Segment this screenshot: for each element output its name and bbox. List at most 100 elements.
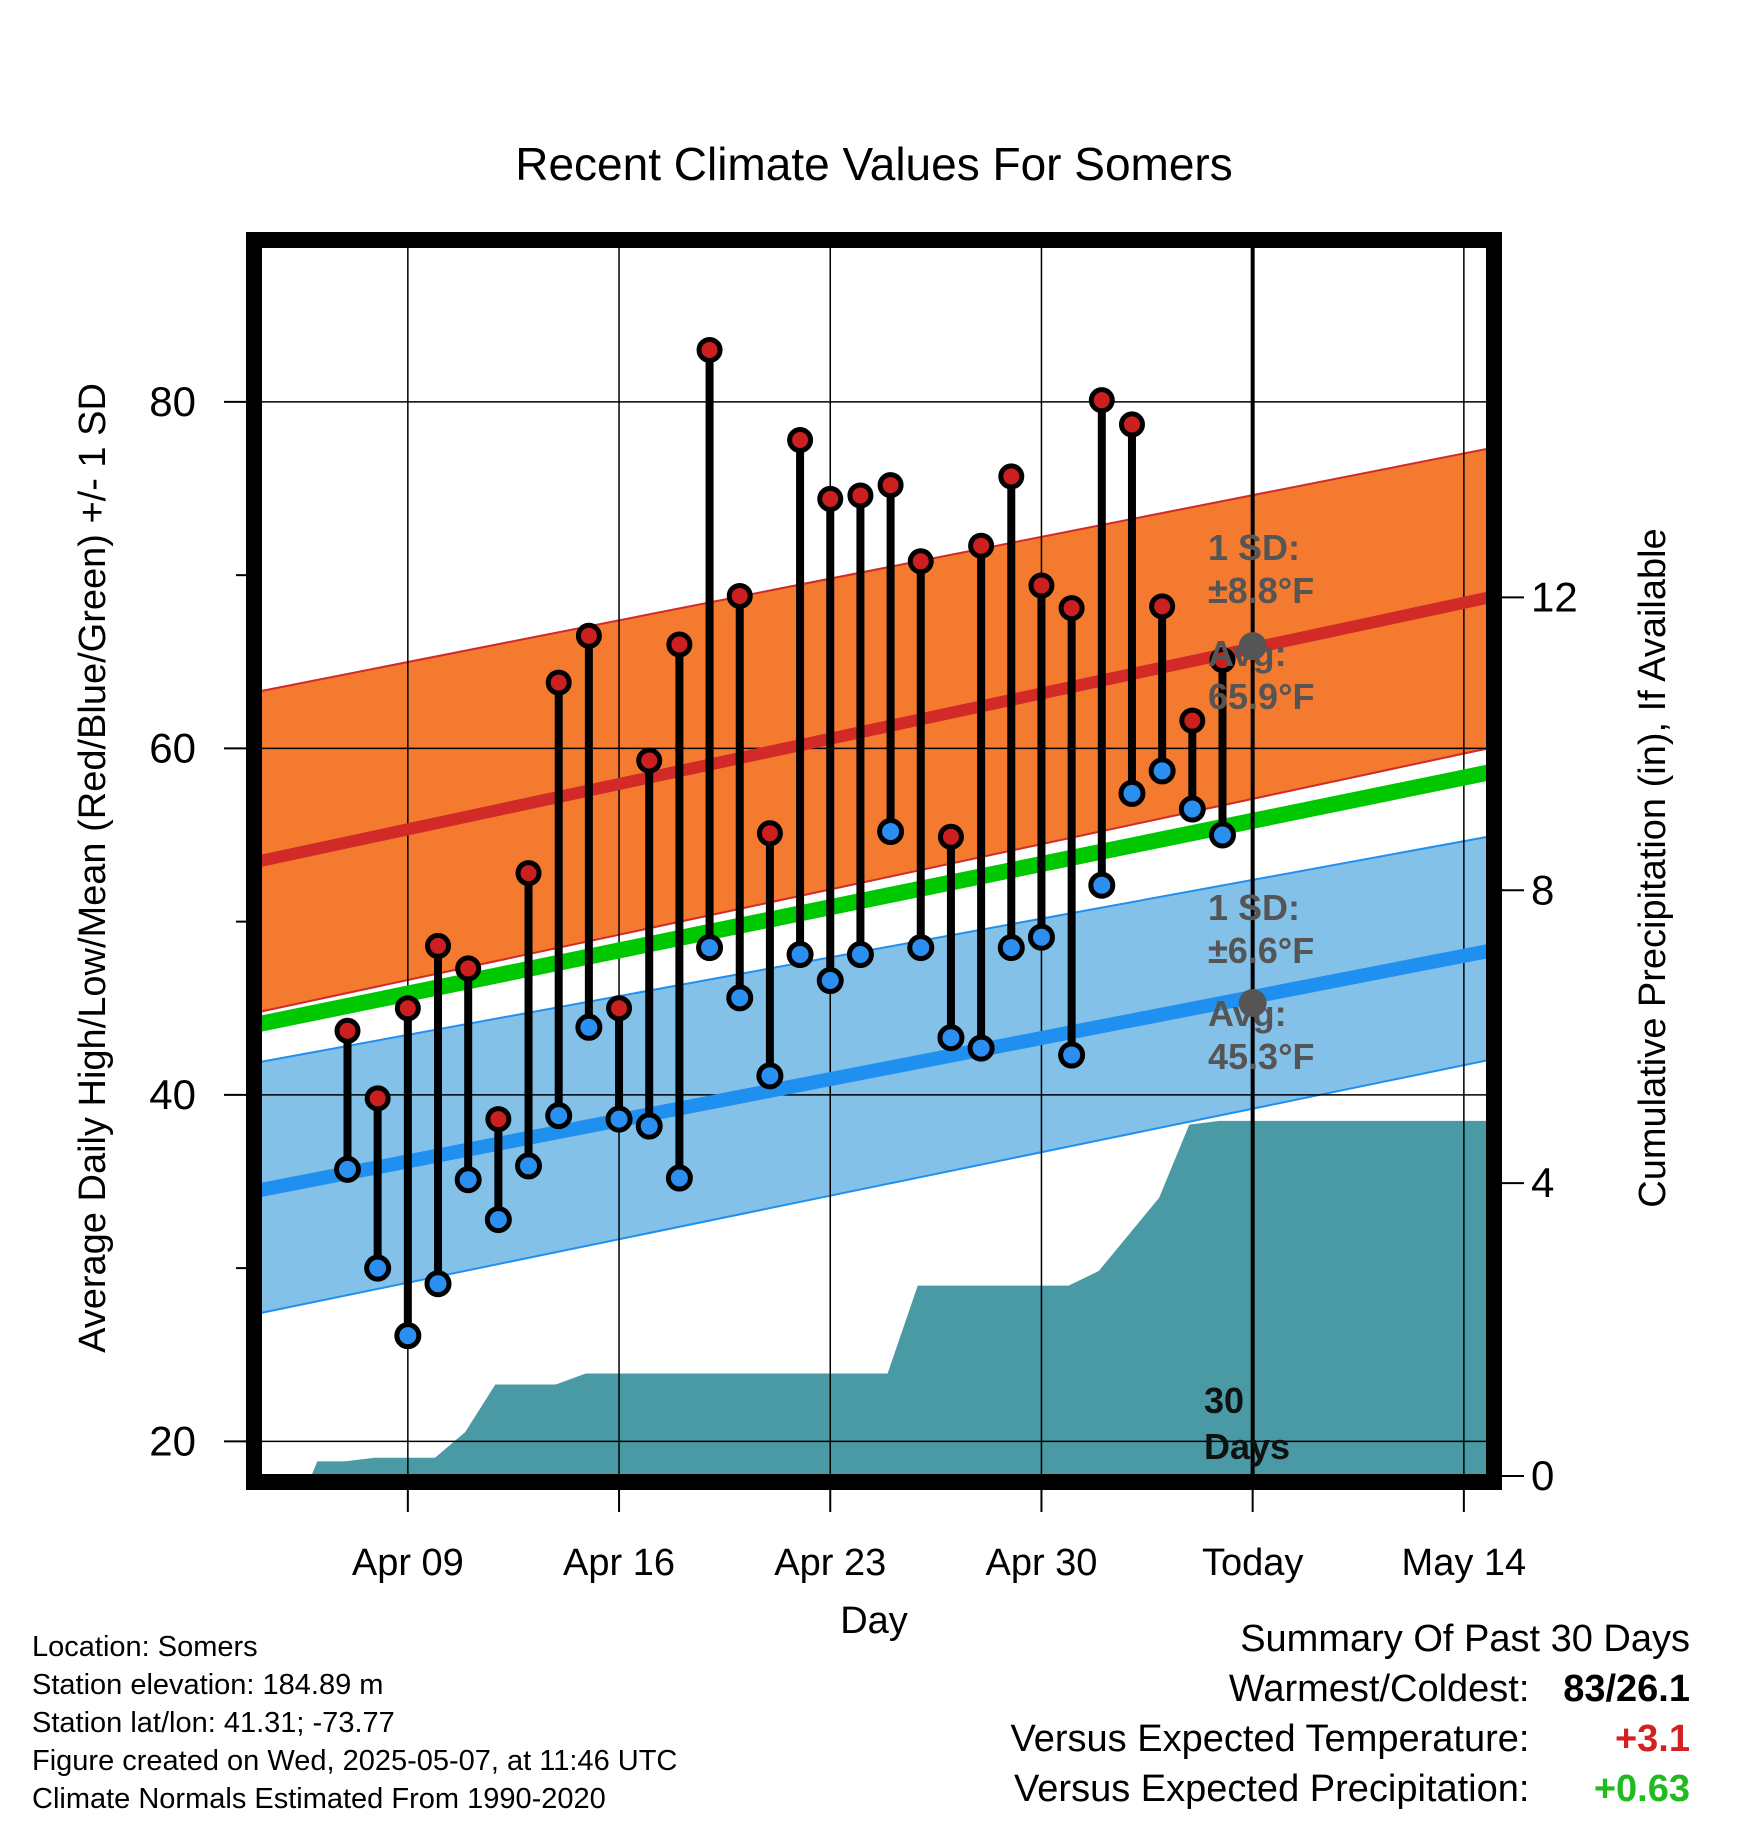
- daily-high-point: [696, 336, 723, 363]
- daily-low-point: [1118, 779, 1146, 807]
- daily-high-point: [636, 747, 663, 774]
- daily-high-point: [485, 1106, 512, 1133]
- daily-low-point: [997, 934, 1025, 962]
- y2-tick-label: 12: [1531, 573, 1578, 620]
- x-tick-label: Apr 23: [774, 1542, 886, 1584]
- daily-high-point: [877, 472, 904, 499]
- daily-low-point: [907, 934, 935, 962]
- window-unit: Days: [1204, 1426, 1290, 1467]
- today-low-avg-dot: [1238, 989, 1267, 1018]
- daily-low-point: [575, 1013, 603, 1041]
- daily-low-point: [1027, 923, 1055, 951]
- daily-low-point: [1208, 821, 1236, 849]
- daily-high-point: [756, 820, 783, 847]
- x-tick-label: May 14: [1402, 1542, 1527, 1584]
- today-high-avg-dot: [1238, 632, 1267, 661]
- y-tick-label: 20: [149, 1417, 196, 1464]
- x-tick-label: Apr 09: [352, 1542, 464, 1584]
- daily-high-point: [726, 582, 753, 609]
- y-axis-label: Average Daily High/Low/Mean (Red/Blue/Gr…: [72, 383, 114, 1353]
- warmest-label: Warmest/Coldest:: [1228, 1668, 1530, 1710]
- elevation-line: Station elevation: 184.89 m: [32, 1669, 384, 1701]
- precip-area: [311, 1120, 1489, 1476]
- daily-low-point: [786, 941, 814, 969]
- precipitation-area: [311, 1120, 1489, 1476]
- daily-high-point: [998, 463, 1025, 490]
- axis-ticks: 20 40 60 80 0 4 8 12 Apr 09 Apr 16 Apr 23 Apr 30 Tod…: [149, 378, 1577, 1584]
- high-avg-label: Avg:: [1208, 633, 1287, 674]
- daily-high-point: [1028, 572, 1055, 599]
- daily-low-point: [515, 1152, 543, 1180]
- daily-low-point: [1178, 795, 1206, 823]
- daily-high-point: [1179, 707, 1206, 734]
- normals-line: Climate Normals Estimated From 1990-2020: [32, 1783, 606, 1815]
- warmest-value: 83/26.1: [1563, 1668, 1690, 1710]
- high-sd-label: 1 SD:: [1208, 527, 1300, 568]
- y-tick-label: 80: [149, 378, 196, 425]
- daily-low-point: [1148, 757, 1176, 785]
- y-tick-label: 60: [149, 724, 196, 771]
- daily-low-point: [454, 1166, 482, 1194]
- annotations: 1 SD: ±8.8°F Avg: 65.9°F 1 SD: ±6.6°F Av…: [1208, 527, 1314, 1077]
- daily-high-point: [394, 995, 421, 1022]
- y2-tick-label: 4: [1531, 1159, 1554, 1206]
- summary-precip-row: Versus Expected Precipitation: +0.63: [1014, 1768, 1690, 1811]
- x-tick-label: Apr 16: [563, 1542, 675, 1584]
- today-marker: [1238, 246, 1267, 1476]
- daily-low-point: [877, 818, 905, 846]
- daily-high-point: [334, 1017, 361, 1044]
- precip-label: Versus Expected Precipitation:: [1014, 1768, 1530, 1810]
- daily-low-point: [937, 1024, 965, 1052]
- low-avg-value: 45.3°F: [1208, 1036, 1314, 1077]
- summary-heading: Summary Of Past 30 Days: [1240, 1618, 1690, 1660]
- daily-high-point: [545, 669, 572, 696]
- x-axis-label: Day: [840, 1600, 908, 1642]
- daily-high-point: [1209, 647, 1236, 674]
- plot-frame: [246, 232, 1502, 1490]
- daily-low-point: [605, 1105, 633, 1133]
- created-line: Figure created on Wed, 2025-05-07, at 11…: [32, 1745, 678, 1777]
- low-sd-value: ±6.6°F: [1208, 930, 1314, 971]
- high-avg-value: 65.9°F: [1208, 676, 1314, 717]
- precip-value: +0.63: [1593, 1768, 1690, 1810]
- daily-high-point: [817, 485, 844, 512]
- daily-low-point: [1088, 871, 1116, 899]
- daily-points: [333, 336, 1236, 1350]
- high-sd-value: ±8.8°F: [1208, 570, 1314, 611]
- low-sd-label: 1 SD:: [1208, 887, 1300, 928]
- temp-label: Versus Expected Temperature:: [1010, 1718, 1530, 1760]
- daily-low-point: [1058, 1041, 1086, 1069]
- daily-low-point: [394, 1322, 422, 1350]
- window-annotation: 30 Days: [1204, 1380, 1290, 1467]
- daily-high-point: [1149, 593, 1176, 620]
- latlon-line: Station lat/lon: 41.31; -73.77: [32, 1707, 395, 1739]
- summary-warmest-row: Warmest/Coldest: 83/26.1: [1229, 1668, 1690, 1711]
- daily-high-point: [425, 932, 452, 959]
- y2-tick-label: 8: [1531, 866, 1554, 913]
- summary-temp-row: Versus Expected Temperature: +3.1: [1011, 1718, 1690, 1761]
- daily-low-point: [967, 1034, 995, 1062]
- daily-high-point: [1088, 387, 1115, 414]
- y-tick-label: 40: [149, 1071, 196, 1118]
- daily-high-point: [455, 955, 482, 982]
- daily-high-point: [1118, 411, 1145, 438]
- summary-panel: Summary Of Past 30 Days Warmest/Coldest:…: [890, 1618, 1690, 1828]
- daily-low-point: [756, 1062, 784, 1090]
- daily-low-point: [333, 1155, 361, 1183]
- daily-low-point: [726, 984, 754, 1012]
- daily-high-point: [937, 823, 964, 850]
- daily-low-point: [484, 1206, 512, 1234]
- daily-high-point: [787, 427, 814, 454]
- low-avg-label: Avg:: [1208, 993, 1287, 1034]
- daily-low-point: [364, 1254, 392, 1282]
- high-mean-line: [258, 591, 1490, 867]
- daily-low-point: [635, 1112, 663, 1140]
- chart-title: Recent Climate Values For Somers: [515, 138, 1233, 190]
- daily-high-point: [968, 532, 995, 559]
- daily-low-point: [696, 934, 724, 962]
- daily-high-point: [575, 622, 602, 649]
- daily-high-point: [515, 860, 542, 887]
- plot-border: [246, 232, 1502, 1490]
- daily-low-point: [816, 967, 844, 995]
